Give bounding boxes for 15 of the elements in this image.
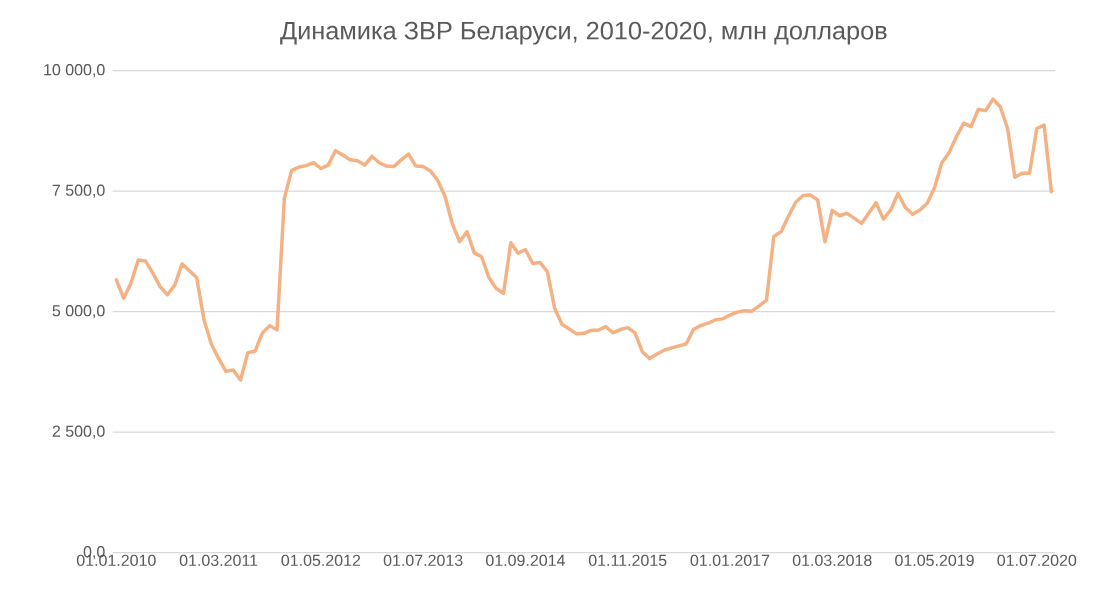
x-tick-label: 01.03.2018 [792, 554, 872, 567]
y-tick-label: 2 500,0 [52, 425, 105, 439]
x-tick-label: 01.05.2012 [281, 554, 361, 567]
x-tick-label: 01.05.2019 [895, 554, 974, 567]
line-series [114, 97, 1054, 382]
y-tick-label: 10 000,0 [44, 64, 105, 78]
x-tick-label: 01.07.2013 [383, 554, 463, 567]
x-tick-label: 01.03.2011 [179, 554, 258, 567]
x-tick-label: 01.01.2017 [690, 554, 770, 567]
y-tick-label: 7 500,0 [52, 184, 105, 198]
x-tick-label: 01.11.2015 [588, 554, 667, 567]
x-tick-label: 01.07.2020 [997, 554, 1077, 567]
x-tick-label: 01.09.2014 [486, 554, 565, 567]
y-tick-label: 5 000,0 [52, 305, 105, 319]
chart-title: Динамика ЗВР Беларуси, 2010-2020, млн долларов [280, 21, 887, 45]
